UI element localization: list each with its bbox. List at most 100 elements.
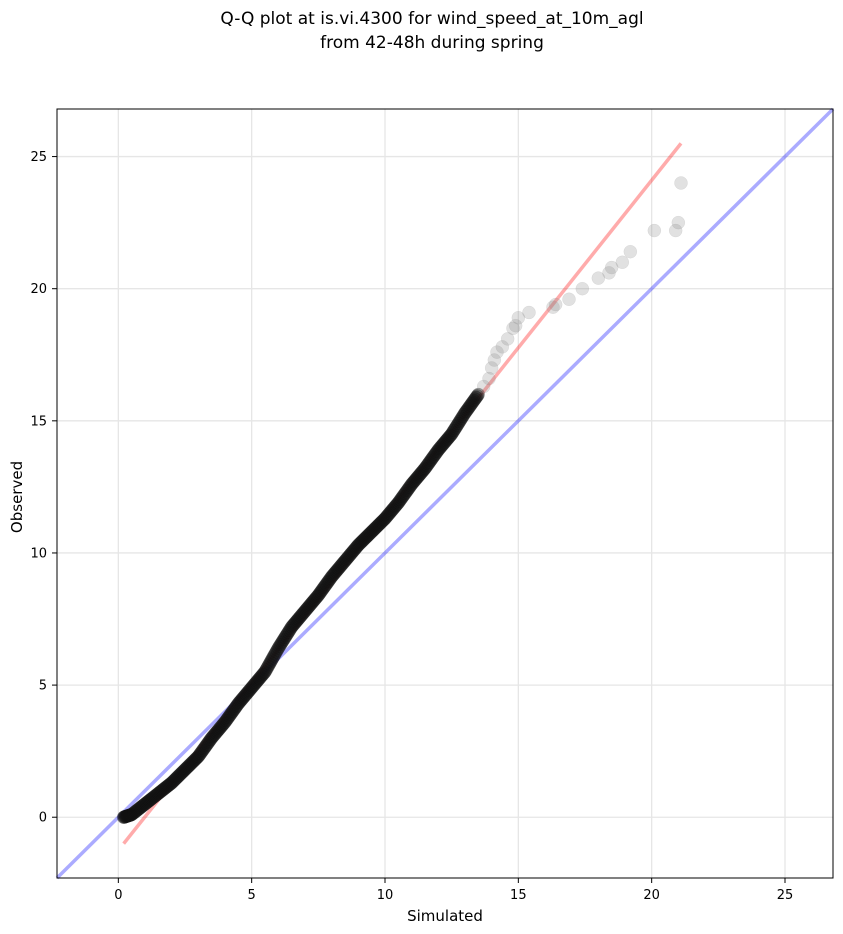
data-point (219, 713, 233, 728)
data-point (254, 669, 269, 683)
data-point (274, 636, 289, 650)
data-point (301, 600, 316, 614)
data-point (266, 651, 280, 665)
data-point (118, 810, 132, 824)
data-point (218, 715, 232, 729)
x-tick-label: 0 (114, 888, 122, 903)
data-point (367, 522, 381, 537)
data-point (487, 353, 502, 367)
data-point (119, 809, 134, 824)
data-point (591, 271, 606, 285)
data-point (182, 758, 197, 772)
data-point (470, 389, 484, 403)
data-point (413, 466, 428, 481)
data-point (258, 665, 272, 679)
data-point (137, 798, 151, 812)
data-point (179, 761, 193, 776)
data-point (372, 517, 387, 531)
data-point (562, 292, 576, 307)
data-point (463, 398, 478, 412)
data-point (288, 616, 302, 630)
data-point (440, 432, 454, 447)
reference-line-layer (55, 107, 835, 880)
data-point (400, 483, 414, 498)
data-point (248, 677, 262, 691)
data-point (299, 603, 313, 617)
data-point (460, 403, 474, 417)
data-point (429, 446, 443, 460)
data-point (442, 429, 457, 444)
data-point (623, 244, 638, 259)
data-point (384, 503, 399, 518)
data-point (471, 387, 485, 401)
data-point (201, 735, 216, 750)
data-point (390, 497, 404, 511)
data-point (431, 443, 446, 457)
data-point (427, 449, 441, 463)
data-point (346, 544, 360, 559)
data-point (336, 556, 350, 571)
data-point (300, 601, 314, 616)
data-point (546, 300, 560, 314)
data-point (124, 808, 138, 822)
data-point (169, 771, 183, 786)
data-point (402, 480, 417, 495)
data-point (342, 548, 357, 563)
data-point (304, 596, 319, 610)
fit-line-layer (122, 142, 683, 845)
data-point (128, 805, 142, 819)
data-point (134, 799, 149, 814)
data-point (401, 482, 416, 496)
data-point (177, 764, 191, 778)
data-point (407, 474, 421, 489)
data-point (161, 778, 176, 793)
data-point (307, 593, 321, 608)
data-point (339, 552, 353, 567)
data-point (308, 592, 322, 606)
data-point (467, 393, 481, 408)
data-point (186, 755, 200, 769)
data-point (136, 799, 150, 813)
data-point (279, 629, 293, 643)
data-point (174, 766, 189, 780)
data-point (282, 623, 297, 638)
data-point (213, 720, 228, 735)
data-point (260, 661, 274, 675)
data-point (159, 780, 173, 795)
data-point (171, 769, 186, 784)
data-point (138, 797, 152, 811)
data-point (356, 533, 370, 548)
data-point (409, 472, 423, 486)
data-point (223, 707, 238, 722)
data-point (328, 566, 342, 580)
data-point (379, 510, 393, 525)
y-tick-label: 5 (39, 679, 47, 694)
data-point (331, 562, 346, 576)
data-point (259, 663, 273, 677)
data-point (209, 725, 223, 740)
data-point (490, 345, 504, 359)
data-point (193, 746, 208, 761)
data-point (330, 563, 344, 577)
data-point (233, 694, 248, 708)
data-point (309, 591, 323, 605)
data-point (292, 610, 307, 625)
data-point (149, 788, 163, 802)
data-point (360, 529, 374, 543)
data-point (548, 297, 563, 312)
data-point (194, 745, 209, 759)
data-point (444, 427, 459, 441)
data-point (306, 595, 320, 609)
data-point (313, 585, 328, 599)
data-point (674, 176, 688, 190)
data-point (148, 789, 162, 803)
data-point (291, 612, 306, 626)
data-point (153, 784, 168, 799)
x-tick-label: 10 (377, 888, 394, 903)
data-point (224, 706, 239, 720)
data-point (247, 678, 261, 692)
data-point (167, 773, 181, 788)
data-point (216, 717, 230, 732)
data-point (133, 800, 148, 815)
x-tick-label: 25 (777, 888, 794, 903)
